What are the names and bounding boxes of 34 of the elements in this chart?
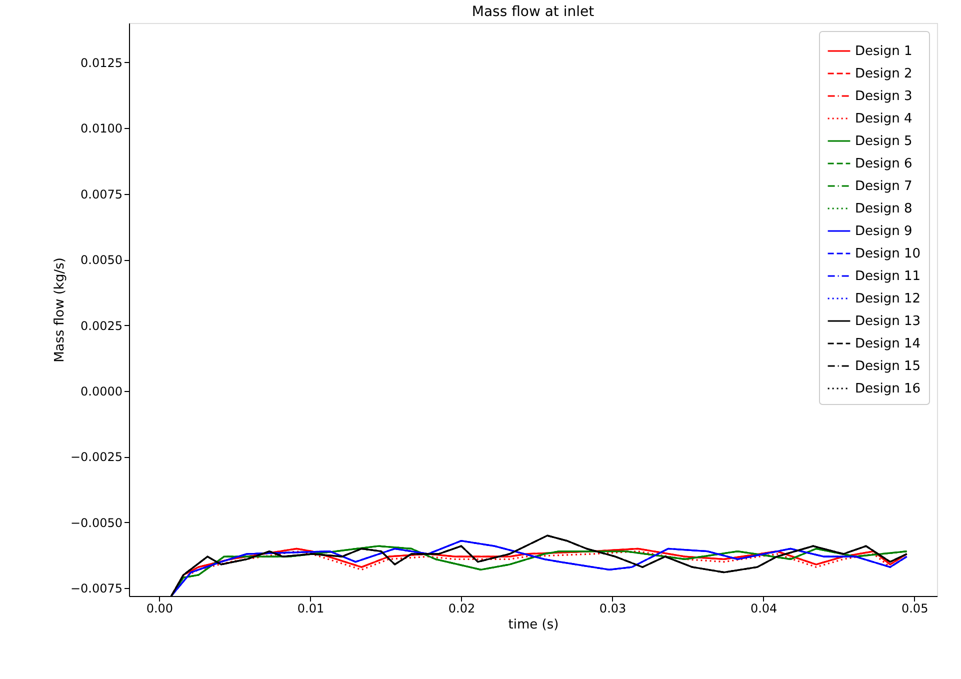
x-axis-title: time (s) — [508, 618, 559, 632]
x-tick-label: 0.01 — [297, 602, 324, 616]
x-tick-label: 0.00 — [146, 602, 174, 616]
legend-label: Design 13 — [855, 314, 921, 329]
legend-label: Design 16 — [855, 382, 921, 396]
y-tick-label: 0.0100 — [80, 122, 122, 136]
y-tick-label: −0.0050 — [70, 516, 122, 530]
legend-label: Design 6 — [855, 156, 912, 172]
legend-label: Design 15 — [855, 359, 921, 374]
chart-title: Mass flow at inlet — [472, 4, 595, 20]
legend-label: Design 11 — [855, 269, 921, 284]
y-axis-title: Mass flow (kg/s) — [52, 258, 68, 362]
legend-label: Design 3 — [855, 89, 912, 104]
legend-label: Design 5 — [855, 134, 912, 149]
legend-label: Design 8 — [855, 202, 912, 216]
y-tick-label: 0.0000 — [80, 384, 122, 398]
legend-label: Design 10 — [855, 246, 921, 262]
legend-label: Design 12 — [855, 292, 921, 306]
legend-label: Design 14 — [855, 336, 921, 352]
legend-label: Design 2 — [855, 66, 912, 82]
x-tick-label: 0.03 — [599, 602, 626, 616]
y-tick-label: 0.0025 — [80, 318, 122, 333]
y-tick-label: 0.0125 — [80, 56, 122, 70]
x-tick-label: 0.02 — [448, 602, 476, 616]
x-tick-label: 0.05 — [901, 602, 928, 616]
x-tick-label: 0.04 — [750, 602, 778, 616]
y-tick-label: −0.0075 — [70, 582, 122, 596]
y-tick-label: 0.0050 — [80, 253, 122, 268]
legend-label: Design 4 — [855, 112, 912, 126]
legend-label: Design 7 — [855, 179, 912, 194]
y-tick-label: 0.0075 — [80, 187, 122, 202]
legend-label: Design 1 — [855, 44, 912, 59]
y-tick-label: −0.0025 — [70, 450, 122, 464]
legend-label: Design 9 — [855, 224, 912, 239]
